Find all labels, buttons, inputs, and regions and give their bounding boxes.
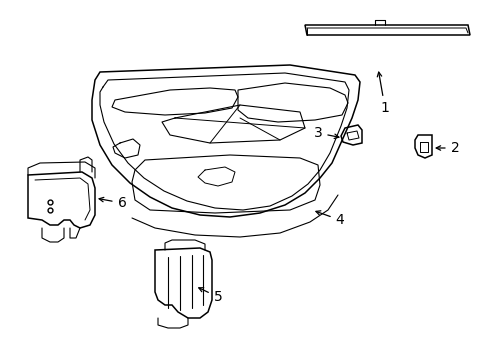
Text: 3: 3 [313,126,338,140]
Text: 2: 2 [435,141,458,155]
Text: 5: 5 [198,288,222,304]
Text: 4: 4 [315,211,344,227]
Text: 1: 1 [377,72,388,115]
Text: 6: 6 [99,196,126,210]
